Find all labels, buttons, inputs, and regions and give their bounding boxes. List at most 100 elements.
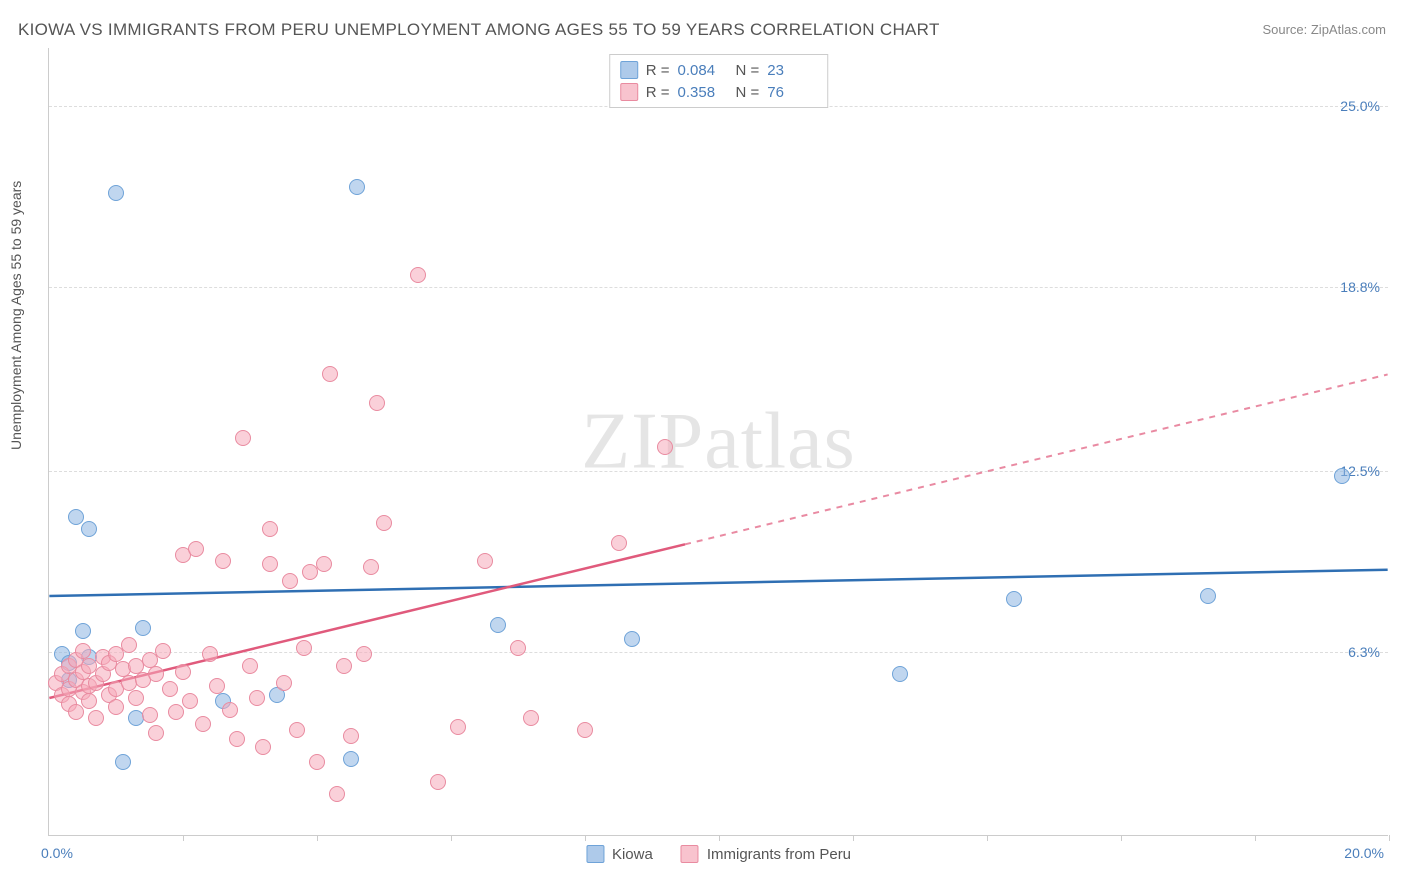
data-point [182,693,198,709]
data-point [75,623,91,639]
data-point [490,617,506,633]
data-point [135,620,151,636]
gridline [49,287,1388,288]
data-point [1334,468,1350,484]
y-tick-label: 6.3% [1348,644,1380,660]
r-value-kiowa: 0.084 [678,62,728,79]
data-point [262,521,278,537]
data-point [81,693,97,709]
data-point [369,395,385,411]
x-tick [451,835,452,841]
data-point [195,716,211,732]
x-tick [317,835,318,841]
legend-label-peru: Immigrants from Peru [707,846,851,863]
x-tick [183,835,184,841]
data-point [68,509,84,525]
x-tick [987,835,988,841]
y-tick-label: 18.8% [1340,279,1380,295]
data-point [343,728,359,744]
swatch-blue [620,61,638,79]
data-point [410,267,426,283]
data-point [188,541,204,557]
legend-row-peru: R = 0.358 N = 76 [620,81,818,103]
data-point [356,646,372,662]
data-point [148,725,164,741]
gridline [49,471,1388,472]
data-point [892,666,908,682]
r-label: R = [646,62,670,79]
data-point [108,699,124,715]
n-value-kiowa: 23 [767,62,817,79]
x-tick [1121,835,1122,841]
data-point [657,439,673,455]
r-value-peru: 0.358 [678,84,728,101]
data-point [611,535,627,551]
x-tick [1255,835,1256,841]
chart-title: KIOWA VS IMMIGRANTS FROM PERU UNEMPLOYME… [18,20,940,40]
data-point [242,658,258,674]
x-axis-max-label: 20.0% [1344,845,1384,861]
data-point [209,678,225,694]
x-tick [585,835,586,841]
data-point [229,731,245,747]
r-label: R = [646,84,670,101]
data-point [162,681,178,697]
data-point [155,643,171,659]
swatch-pink [620,83,638,101]
data-point [336,658,352,674]
watermark: ZIPatlas [581,396,856,487]
data-point [309,754,325,770]
data-point [1200,588,1216,604]
swatch-pink [681,845,699,863]
data-point [510,640,526,656]
data-point [262,556,278,572]
legend-correlation: R = 0.084 N = 23 R = 0.358 N = 76 [609,54,829,108]
n-value-peru: 76 [767,84,817,101]
data-point [75,643,91,659]
data-point [222,702,238,718]
data-point [81,521,97,537]
data-point [322,366,338,382]
x-tick [719,835,720,841]
data-point [168,704,184,720]
data-point [282,573,298,589]
swatch-blue [586,845,604,863]
n-label: N = [736,62,760,79]
data-point [1006,591,1022,607]
data-point [523,710,539,726]
data-point [624,631,640,647]
x-axis-min-label: 0.0% [41,845,73,861]
x-tick [853,835,854,841]
data-point [430,774,446,790]
data-point [121,637,137,653]
data-point [376,515,392,531]
data-point [108,185,124,201]
n-label: N = [736,84,760,101]
legend-row-kiowa: R = 0.084 N = 23 [620,59,818,81]
data-point [363,559,379,575]
data-point [343,751,359,767]
data-point [329,786,345,802]
data-point [175,664,191,680]
data-point [349,179,365,195]
data-point [316,556,332,572]
data-point [142,707,158,723]
gridline [49,652,1388,653]
plot-area: ZIPatlas 6.3%12.5%18.8%25.0% R = 0.084 N… [48,48,1388,836]
data-point [296,640,312,656]
data-point [115,754,131,770]
data-point [255,739,271,755]
data-point [88,710,104,726]
data-point [235,430,251,446]
y-axis-label: Unemployment Among Ages 55 to 59 years [8,181,24,450]
data-point [577,722,593,738]
y-tick-label: 25.0% [1340,98,1380,114]
x-tick [1389,835,1390,841]
data-point [450,719,466,735]
data-point [202,646,218,662]
data-point [276,675,292,691]
data-point [249,690,265,706]
data-point [128,690,144,706]
legend-label-kiowa: Kiowa [612,846,653,863]
data-point [68,704,84,720]
